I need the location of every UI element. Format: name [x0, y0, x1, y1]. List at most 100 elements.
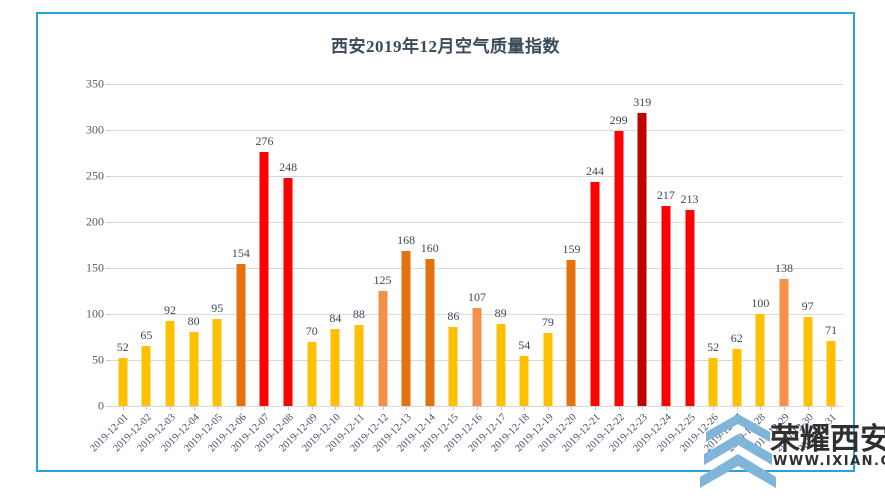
y-axis-tick-label: 100 [86, 306, 104, 321]
bar[interactable] [401, 251, 411, 406]
bar-group[interactable]: 97 2019-12-30 [773, 84, 820, 455]
bar[interactable] [425, 258, 435, 406]
bar-value-label: 52 [116, 340, 129, 355]
bar-value-label: 71 [825, 322, 838, 337]
bar-group[interactable]: 79 2019-12-19 [513, 84, 560, 454]
bar[interactable] [496, 324, 506, 406]
bar-group[interactable]: 107 2019-12-16 [442, 84, 489, 455]
x-axis-tick-mark [783, 406, 785, 410]
bar[interactable] [118, 358, 128, 406]
bar[interactable] [448, 326, 458, 406]
bar-group[interactable]: 65 2019-12-02 [112, 84, 159, 454]
bar-value-label: 319 [633, 94, 652, 109]
y-axis-tick-mark [106, 360, 111, 361]
bar[interactable] [212, 318, 222, 406]
x-axis-tick-mark [193, 406, 195, 410]
bar[interactable] [165, 321, 175, 406]
x-axis-tick-mark [689, 406, 691, 410]
bar[interactable] [637, 112, 647, 406]
bar-value-label: 248 [279, 159, 298, 174]
bar[interactable] [543, 333, 553, 406]
bar[interactable] [826, 340, 836, 406]
y-axis-tick-mark [106, 84, 111, 85]
bar[interactable] [519, 356, 529, 406]
x-axis-tick-mark [713, 406, 715, 410]
bar[interactable] [472, 307, 482, 406]
x-axis-tick-mark [264, 406, 266, 410]
bar-value-label: 70 [305, 323, 318, 338]
bar-value-label: 154 [231, 246, 250, 261]
bar-group[interactable]: 217 2019-12-24 [631, 84, 678, 454]
bar-group[interactable]: 70 2019-12-09 [277, 84, 324, 455]
bar[interactable] [803, 316, 813, 406]
bar-group[interactable]: 80 2019-12-04 [159, 84, 206, 454]
bar[interactable] [330, 328, 340, 406]
bar-group[interactable]: 168 2019-12-13 [371, 84, 418, 454]
bar-group[interactable]: 89 2019-12-17 [466, 84, 513, 454]
bar-group[interactable]: 71 2019-12-31 [797, 84, 843, 455]
bar-group[interactable]: 213 2019-12-25 [655, 84, 702, 454]
bar-value-label: 95 [211, 300, 224, 315]
bar-value-label: 213 [680, 192, 699, 207]
y-axis-tick-label: 350 [86, 76, 104, 91]
y-axis-tick-mark [106, 130, 111, 131]
bar-value-label: 62 [730, 330, 743, 345]
bar-group[interactable]: 159 2019-12-20 [537, 84, 584, 455]
bar[interactable] [755, 314, 765, 406]
bar-group[interactable]: 138 2019-12-29 [749, 84, 796, 454]
bar-group[interactable]: 92 2019-12-03 [135, 84, 182, 454]
bar-group[interactable]: 154 2019-12-06 [206, 84, 253, 454]
bar-value-label: 89 [494, 306, 507, 321]
bar[interactable] [141, 346, 151, 406]
bar[interactable] [378, 291, 388, 406]
bar-group[interactable]: 62 2019-12-27 [702, 84, 749, 454]
bar[interactable] [189, 332, 199, 406]
bar[interactable] [283, 177, 293, 406]
bar[interactable] [661, 206, 671, 406]
bar-group[interactable]: 84 2019-12-10 [301, 84, 348, 455]
bar-group[interactable]: 95 2019-12-05 [183, 84, 229, 455]
y-axis-tick-label: 50 [92, 352, 104, 367]
bar-value-label: 244 [586, 163, 605, 178]
bar[interactable] [354, 325, 364, 406]
x-axis-tick-mark [476, 406, 478, 410]
bar-group[interactable]: 54 2019-12-18 [490, 84, 536, 454]
bar-group[interactable]: 125 2019-12-12 [348, 84, 395, 454]
x-axis-tick-mark [665, 406, 667, 410]
bar[interactable] [614, 130, 624, 406]
bar-value-label: 107 [467, 289, 486, 304]
bar[interactable] [566, 259, 576, 406]
bar-value-label: 138 [774, 261, 793, 276]
bar-value-label: 52 [707, 340, 720, 355]
bar[interactable] [708, 358, 718, 406]
bar-group[interactable]: 276 2019-12-07 [230, 84, 277, 454]
bar-value-label: 168 [397, 233, 416, 248]
bar-group[interactable]: 160 2019-12-14 [395, 84, 442, 455]
bar[interactable] [685, 210, 694, 406]
bar[interactable] [732, 348, 742, 406]
bar[interactable] [590, 181, 600, 406]
x-axis-tick-mark [760, 406, 762, 410]
bar-group[interactable]: 244 2019-12-21 [560, 84, 607, 455]
bar[interactable] [307, 341, 317, 406]
y-axis-tick-mark [106, 222, 111, 223]
bar-group[interactable]: 100 2019-12-28 [726, 84, 773, 454]
bar-value-label: 80 [187, 314, 200, 329]
y-axis-tick-mark [106, 176, 111, 177]
bar[interactable] [259, 152, 269, 406]
bar-group[interactable]: 299 2019-12-22 [584, 84, 631, 455]
x-axis-tick-mark [524, 406, 526, 410]
bar[interactable] [236, 264, 246, 406]
bar-group[interactable]: 52 2019-12-26 [678, 84, 725, 454]
bar-group[interactable]: 86 2019-12-15 [419, 84, 466, 455]
y-axis-tick-mark [106, 314, 111, 315]
bar-group[interactable]: 319 2019-12-23 [608, 84, 654, 455]
plot-area: 0 50 100 150 200 250 300 350 52 2019-12-01 65 2019… [86, 77, 843, 455]
bar[interactable] [779, 279, 789, 406]
bar-group[interactable]: 88 2019-12-11 [325, 84, 371, 454]
x-axis-tick-mark [288, 406, 290, 410]
bar-group[interactable]: 248 2019-12-08 [253, 84, 300, 455]
x-axis-tick-mark [170, 406, 172, 410]
bar-group[interactable]: 52 2019-12-01 [88, 84, 135, 454]
x-axis-tick-mark [736, 406, 738, 410]
